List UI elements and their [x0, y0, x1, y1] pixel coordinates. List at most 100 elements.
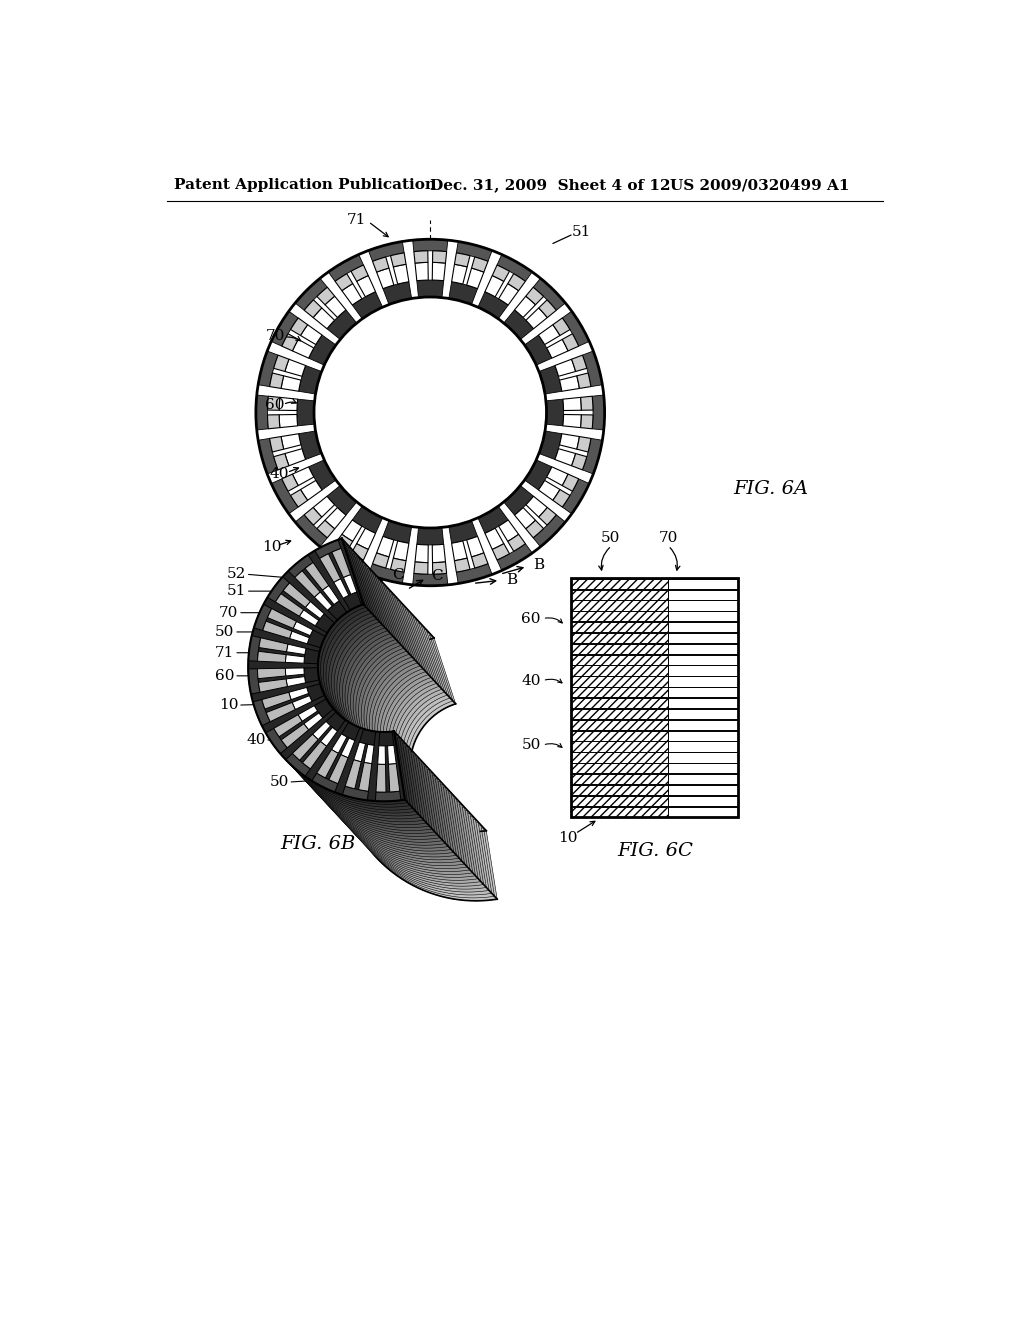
- Polygon shape: [524, 459, 552, 490]
- Polygon shape: [414, 562, 428, 574]
- Polygon shape: [432, 263, 445, 281]
- Polygon shape: [258, 438, 279, 474]
- Polygon shape: [577, 437, 591, 451]
- Text: Dec. 31, 2009  Sheet 4 of 12: Dec. 31, 2009 Sheet 4 of 12: [430, 178, 671, 193]
- Polygon shape: [499, 520, 518, 541]
- Polygon shape: [284, 577, 440, 840]
- Bar: [571, 688, 668, 697]
- Polygon shape: [280, 397, 298, 411]
- Polygon shape: [332, 548, 350, 577]
- Polygon shape: [415, 263, 428, 281]
- Polygon shape: [269, 374, 284, 388]
- Polygon shape: [563, 397, 582, 411]
- Polygon shape: [286, 677, 305, 686]
- Polygon shape: [373, 257, 389, 272]
- Polygon shape: [387, 746, 396, 764]
- Text: 10: 10: [558, 832, 578, 845]
- Polygon shape: [559, 376, 580, 391]
- Polygon shape: [327, 623, 483, 886]
- Polygon shape: [414, 251, 428, 263]
- Polygon shape: [293, 734, 318, 760]
- Polygon shape: [525, 520, 544, 537]
- Polygon shape: [335, 632, 492, 895]
- Polygon shape: [341, 738, 355, 758]
- Text: 10: 10: [261, 540, 282, 554]
- Polygon shape: [335, 535, 352, 552]
- Bar: [668, 807, 738, 817]
- Polygon shape: [248, 669, 260, 694]
- Polygon shape: [457, 564, 493, 583]
- Polygon shape: [356, 528, 376, 549]
- Polygon shape: [562, 474, 579, 491]
- Polygon shape: [304, 300, 322, 318]
- Text: 10: 10: [219, 698, 239, 711]
- Polygon shape: [358, 763, 372, 791]
- Polygon shape: [269, 437, 284, 451]
- Polygon shape: [526, 308, 548, 329]
- Bar: [668, 590, 738, 599]
- Polygon shape: [325, 296, 346, 317]
- Polygon shape: [291, 490, 307, 507]
- Polygon shape: [457, 242, 493, 261]
- Polygon shape: [524, 335, 552, 366]
- Polygon shape: [383, 520, 412, 544]
- Polygon shape: [334, 578, 349, 598]
- Bar: [668, 601, 738, 611]
- Polygon shape: [417, 528, 443, 545]
- Polygon shape: [263, 622, 292, 639]
- Polygon shape: [307, 630, 326, 648]
- Bar: [668, 688, 738, 697]
- Polygon shape: [417, 280, 443, 297]
- Bar: [668, 785, 738, 795]
- Bar: [668, 709, 738, 719]
- Polygon shape: [369, 564, 404, 583]
- Text: 60: 60: [215, 669, 234, 682]
- Bar: [571, 578, 738, 817]
- Polygon shape: [415, 544, 428, 562]
- Polygon shape: [305, 599, 462, 863]
- Polygon shape: [253, 700, 270, 726]
- Polygon shape: [300, 325, 323, 345]
- Polygon shape: [546, 399, 563, 426]
- Bar: [668, 622, 738, 632]
- Polygon shape: [383, 281, 412, 305]
- Polygon shape: [497, 255, 532, 281]
- Polygon shape: [318, 615, 475, 878]
- Polygon shape: [295, 570, 321, 597]
- Polygon shape: [559, 434, 580, 449]
- Polygon shape: [478, 506, 508, 533]
- Polygon shape: [259, 638, 288, 652]
- Polygon shape: [539, 432, 562, 459]
- Polygon shape: [313, 308, 335, 329]
- Text: Patent Application Publication: Patent Application Publication: [174, 178, 436, 193]
- Polygon shape: [504, 310, 534, 339]
- Bar: [571, 742, 668, 751]
- Polygon shape: [432, 562, 446, 574]
- Polygon shape: [329, 755, 348, 784]
- Polygon shape: [539, 325, 560, 345]
- Polygon shape: [378, 746, 385, 764]
- Polygon shape: [288, 554, 313, 578]
- Polygon shape: [248, 539, 404, 801]
- Polygon shape: [555, 359, 575, 376]
- Polygon shape: [338, 635, 495, 898]
- Polygon shape: [514, 296, 536, 317]
- Polygon shape: [376, 764, 386, 792]
- Polygon shape: [267, 577, 290, 602]
- Text: 40: 40: [269, 467, 289, 480]
- Polygon shape: [262, 553, 419, 816]
- Bar: [668, 774, 738, 784]
- Bar: [668, 665, 738, 676]
- Polygon shape: [300, 480, 323, 500]
- Polygon shape: [292, 696, 312, 710]
- Polygon shape: [504, 486, 534, 515]
- Text: 53: 53: [471, 363, 490, 378]
- Polygon shape: [275, 594, 304, 616]
- Polygon shape: [256, 548, 413, 810]
- Polygon shape: [273, 714, 302, 737]
- Polygon shape: [452, 264, 467, 284]
- Polygon shape: [332, 630, 489, 892]
- Polygon shape: [390, 253, 407, 267]
- Polygon shape: [377, 536, 394, 557]
- Polygon shape: [308, 603, 465, 866]
